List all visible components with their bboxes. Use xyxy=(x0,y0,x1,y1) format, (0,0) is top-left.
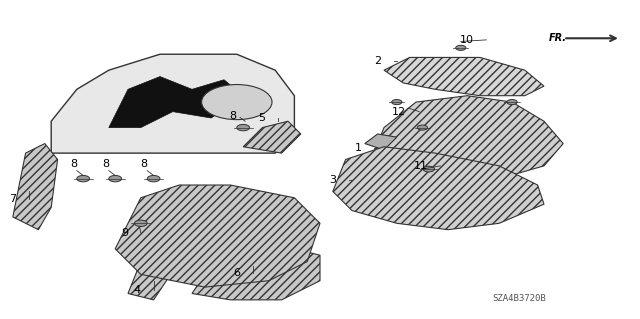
Text: 8: 8 xyxy=(102,159,109,169)
Circle shape xyxy=(237,124,250,131)
Text: 1: 1 xyxy=(355,143,362,153)
Text: 5: 5 xyxy=(259,113,266,123)
Circle shape xyxy=(392,100,402,105)
Circle shape xyxy=(77,175,90,182)
Circle shape xyxy=(109,175,122,182)
Polygon shape xyxy=(128,242,179,300)
Circle shape xyxy=(423,166,435,172)
Circle shape xyxy=(456,45,466,50)
Polygon shape xyxy=(243,121,301,153)
Text: 8: 8 xyxy=(230,111,237,122)
Text: 7: 7 xyxy=(9,194,16,204)
Text: 9: 9 xyxy=(121,228,128,238)
Polygon shape xyxy=(371,96,563,179)
Text: 11: 11 xyxy=(413,161,428,171)
Polygon shape xyxy=(109,77,243,128)
Text: 6: 6 xyxy=(233,268,240,278)
Text: 10: 10 xyxy=(460,35,474,45)
Circle shape xyxy=(202,85,272,120)
Polygon shape xyxy=(333,147,544,230)
Polygon shape xyxy=(384,57,544,96)
Polygon shape xyxy=(51,54,294,153)
Text: 12: 12 xyxy=(392,107,406,117)
Text: 2: 2 xyxy=(374,56,381,66)
Polygon shape xyxy=(13,144,58,230)
Text: 3: 3 xyxy=(329,175,336,185)
Text: 8: 8 xyxy=(140,159,148,169)
Circle shape xyxy=(147,175,160,182)
Polygon shape xyxy=(365,134,397,150)
Text: 4: 4 xyxy=(134,285,141,295)
Polygon shape xyxy=(115,185,320,287)
Circle shape xyxy=(134,220,147,226)
Circle shape xyxy=(417,125,428,130)
Text: SZA4B3720B: SZA4B3720B xyxy=(493,294,547,303)
Circle shape xyxy=(507,100,517,105)
Text: FR.: FR. xyxy=(548,33,566,43)
Text: 8: 8 xyxy=(70,159,77,169)
Polygon shape xyxy=(192,242,320,300)
